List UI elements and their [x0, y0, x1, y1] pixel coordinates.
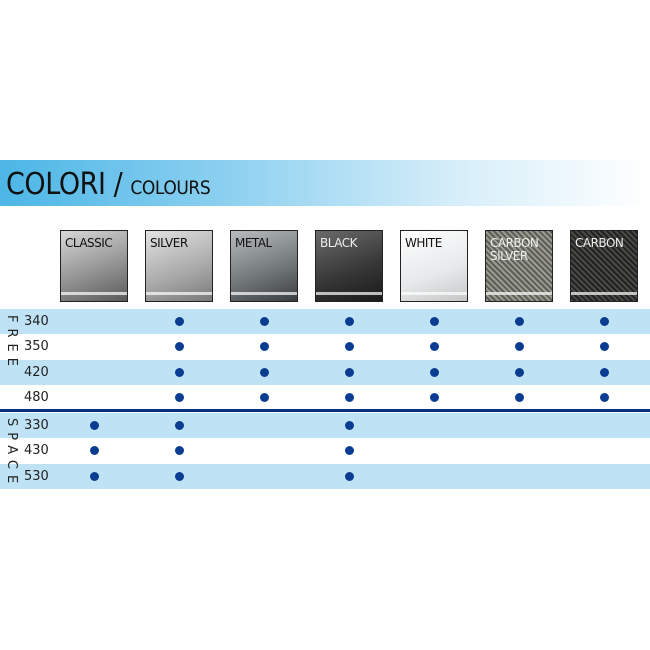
availability-dot: [260, 342, 269, 351]
availability-dot: [175, 472, 184, 481]
availability-dot: [90, 472, 99, 481]
availability-dot: [260, 317, 269, 326]
color-swatch: CLASSIC: [60, 230, 128, 302]
table-row: 340: [0, 309, 650, 334]
swatch-stripe: [486, 292, 552, 295]
availability-dot: [345, 317, 354, 326]
color-label: METAL: [235, 236, 272, 250]
availability-dot: [600, 368, 609, 377]
group-divider: [0, 409, 650, 412]
color-swatch: METAL: [230, 230, 298, 302]
availability-dot: [515, 317, 524, 326]
availability-dot: [345, 472, 354, 481]
availability-dot: [175, 368, 184, 377]
availability-dot: [515, 368, 524, 377]
model-label: 420: [24, 365, 49, 380]
model-label: 350: [24, 339, 49, 354]
color-label: CARBON: [575, 236, 624, 250]
swatch-stripe: [231, 292, 297, 295]
swatch-stripe: [146, 292, 212, 295]
group-label: FREE: [4, 315, 19, 372]
availability-dot: [515, 393, 524, 402]
color-label: WHITE: [405, 236, 442, 250]
page-title: COLORI / COLOURS: [6, 167, 211, 202]
availability-dot: [345, 421, 354, 430]
table-row: 480: [0, 385, 650, 410]
availability-dot: [600, 393, 609, 402]
availability-dot: [430, 393, 439, 402]
color-swatch: WHITE: [400, 230, 468, 302]
color-label: BLACK: [320, 236, 357, 250]
availability-dot: [600, 317, 609, 326]
group-label: SPACE: [4, 418, 19, 490]
table-row: 420: [0, 360, 650, 385]
availability-dot: [90, 446, 99, 455]
availability-dot: [345, 342, 354, 351]
model-label: 340: [24, 314, 49, 329]
color-swatch: SILVER: [145, 230, 213, 302]
availability-dot: [260, 393, 269, 402]
swatch-stripe: [571, 292, 637, 295]
color-swatch: CARBON SILVER: [485, 230, 553, 302]
table-row: 530: [0, 464, 650, 489]
color-swatch: BLACK: [315, 230, 383, 302]
swatch-stripe: [401, 292, 467, 295]
availability-dot: [175, 393, 184, 402]
availability-dot: [515, 342, 524, 351]
availability-dot: [175, 446, 184, 455]
color-label: CARBON SILVER: [490, 236, 539, 263]
table-row: 430: [0, 438, 650, 463]
color-label: SILVER: [150, 236, 188, 250]
availability-dot: [175, 421, 184, 430]
availability-dot: [430, 317, 439, 326]
availability-dot: [175, 342, 184, 351]
color-swatch: CARBON: [570, 230, 638, 302]
title-sub: COLOURS: [130, 177, 211, 199]
availability-dot: [430, 368, 439, 377]
model-label: 430: [24, 443, 49, 458]
model-label: 480: [24, 390, 49, 405]
color-label: CLASSIC: [65, 236, 113, 250]
availability-dot: [430, 342, 439, 351]
header-band: COLORI / COLOURS: [0, 160, 650, 206]
title-main: COLORI /: [6, 167, 123, 202]
availability-dot: [90, 421, 99, 430]
availability-dot: [600, 342, 609, 351]
availability-dot: [345, 368, 354, 377]
availability-dot: [345, 393, 354, 402]
availability-dot: [345, 446, 354, 455]
availability-dot: [260, 368, 269, 377]
table-row: 330: [0, 413, 650, 438]
model-label: 330: [24, 418, 49, 433]
availability-dot: [175, 317, 184, 326]
model-label: 530: [24, 469, 49, 484]
swatch-stripe: [61, 292, 127, 295]
table-row: 350: [0, 334, 650, 359]
swatch-stripe: [316, 292, 382, 295]
